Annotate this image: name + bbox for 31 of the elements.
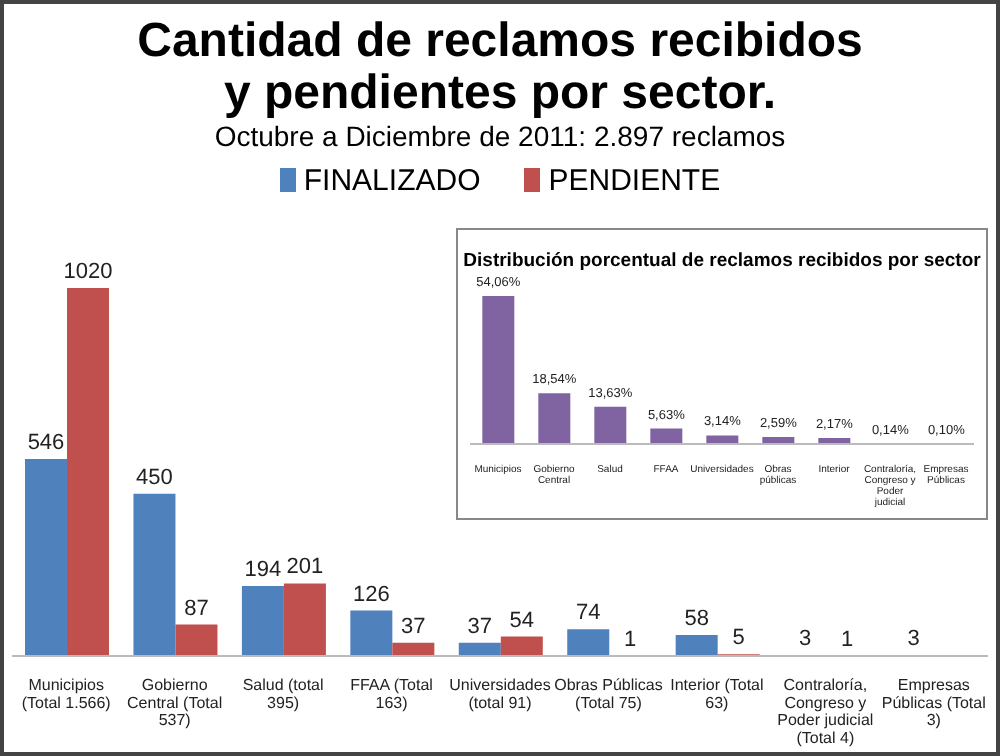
x-tick-label: Obras Públicas (Total 75) bbox=[554, 676, 663, 712]
data-label: 3 bbox=[799, 626, 812, 651]
data-label: 5 bbox=[732, 626, 745, 651]
data-label: 37 bbox=[467, 614, 493, 639]
data-label: 201 bbox=[286, 555, 324, 580]
legend-label: FINALIZADO bbox=[303, 163, 481, 197]
x-tick-label: Gobierno Central (Total 537) bbox=[127, 676, 223, 730]
chart-title: Distribución porcentual de reclamos recibidos por sector bbox=[461, 250, 983, 272]
x-tick-label: Interior (Total 63) bbox=[670, 676, 765, 712]
data-label: 1 bbox=[841, 627, 854, 652]
x-tick-label: Universidades (total 91) bbox=[449, 676, 551, 712]
data-label: 194 bbox=[244, 558, 282, 583]
chart-subtitle: Octubre a Diciembre de 2011: 2.897 reclamos bbox=[212, 120, 788, 154]
data-label: 58 bbox=[684, 607, 709, 632]
data-label: 450 bbox=[136, 465, 173, 490]
data-label: 3 bbox=[907, 626, 920, 651]
data-label: 37 bbox=[401, 614, 426, 639]
data-label: 126 bbox=[352, 582, 390, 607]
x-tick-label: Salud (total 395) bbox=[242, 676, 325, 712]
legend-label: PENDIENTE bbox=[548, 163, 721, 197]
x-tick-label: Contraloría, Congreso y Poder judicial (Total 4) bbox=[777, 676, 874, 747]
data-label: 54 bbox=[509, 608, 535, 633]
x-tick-label: Municipios (Total 1.566) bbox=[21, 676, 112, 712]
x-tick-label: FFAA (Total 163) bbox=[350, 676, 434, 712]
x-tick-label: Empresas Públicas (Total 3) bbox=[881, 676, 987, 730]
data-label: 87 bbox=[184, 596, 209, 621]
data-label: 546 bbox=[27, 431, 65, 456]
data-label: 74 bbox=[575, 601, 601, 626]
data-label: 1 bbox=[624, 627, 637, 652]
chart-title: Cantidad de reclamos recibidos y pendientes por sector. bbox=[135, 14, 865, 120]
data-label: 1020 bbox=[63, 260, 113, 284]
